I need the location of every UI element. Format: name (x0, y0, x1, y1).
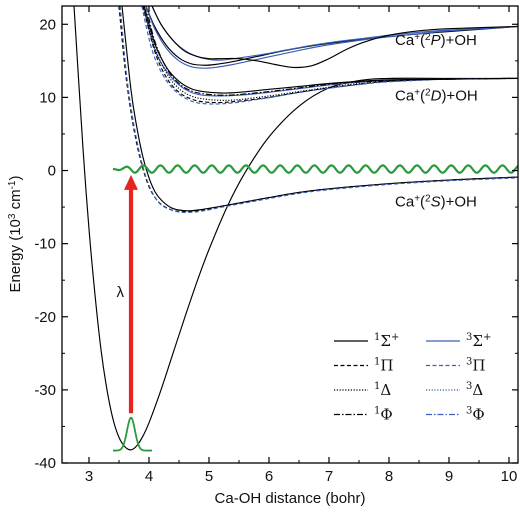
legend-label: 3Φ (466, 406, 485, 424)
legend-label: 3Π (466, 357, 485, 375)
x-axis-title: Ca-OH distance (bohr) (215, 490, 366, 507)
potential-curve (118, 6, 518, 213)
asymptote-label: Ca+(2S)+OH (395, 193, 477, 210)
x-tick-label: 9 (445, 468, 453, 485)
x-tick-label: 8 (385, 468, 393, 485)
legend-label: 1Π (374, 357, 393, 375)
y-axis-title: Energy (103 cm-1) (7, 175, 24, 292)
x-tick-label: 10 (501, 468, 518, 485)
potential-curve (143, 6, 518, 94)
potential-curve (141, 6, 518, 105)
excitation-arrow-head (124, 174, 138, 190)
potential-curve (119, 6, 518, 213)
y-tick-label: 10 (39, 89, 56, 106)
ground-state-wavefunction (113, 416, 152, 452)
legend: 1Σ+ 1Π 1Δ 1Φ 3Σ+ 3Π 3Δ 3Φ (334, 332, 491, 424)
potential-curve (121, 6, 518, 212)
asymptote-label: Ca+(2P)+OH (395, 32, 477, 49)
potential-curve (145, 6, 518, 96)
continuum-wavefunction (113, 164, 518, 174)
legend-label: 1Σ+ (374, 332, 399, 350)
legend-label: 3Δ (466, 381, 483, 399)
x-tick-label: 4 (145, 468, 153, 485)
legend-label: 1Φ (374, 406, 393, 424)
legend-label: 3Σ+ (466, 332, 491, 350)
asymptote-label: Ca+(2D)+OH (395, 87, 478, 104)
x-tick-label: 7 (325, 468, 333, 485)
y-tick-label: -20 (34, 309, 56, 326)
potential-curve (142, 6, 518, 97)
y-tick-label: -10 (34, 236, 56, 253)
x-tick-label: 6 (265, 468, 273, 485)
annotation-group: λ Ca+(2P)+OH Ca+(2D)+OH Ca+(2S)+OH (116, 32, 477, 301)
plot-frame (61, 5, 519, 464)
legend-label: 1Δ (374, 381, 391, 399)
x-tick-label: 5 (205, 468, 213, 485)
y-tick-label: -30 (34, 382, 56, 399)
overlay-group (113, 164, 518, 452)
curves-group (73, 6, 518, 451)
y-tick-label: 0 (48, 163, 56, 180)
y-tick-label: 20 (39, 16, 56, 33)
wavelength-label: λ (116, 284, 124, 301)
potential-curve (151, 6, 518, 69)
potential-curve (142, 6, 518, 104)
potential-curve (145, 6, 518, 69)
y-tick-label: -40 (34, 455, 56, 472)
potential-curve (73, 6, 518, 451)
potential-curve (143, 6, 518, 101)
x-tick-label: 3 (85, 468, 93, 485)
axes-group: 3 4 5 6 7 8 9 10 20 10 0 -10 -20 -30 -40 (34, 6, 518, 485)
